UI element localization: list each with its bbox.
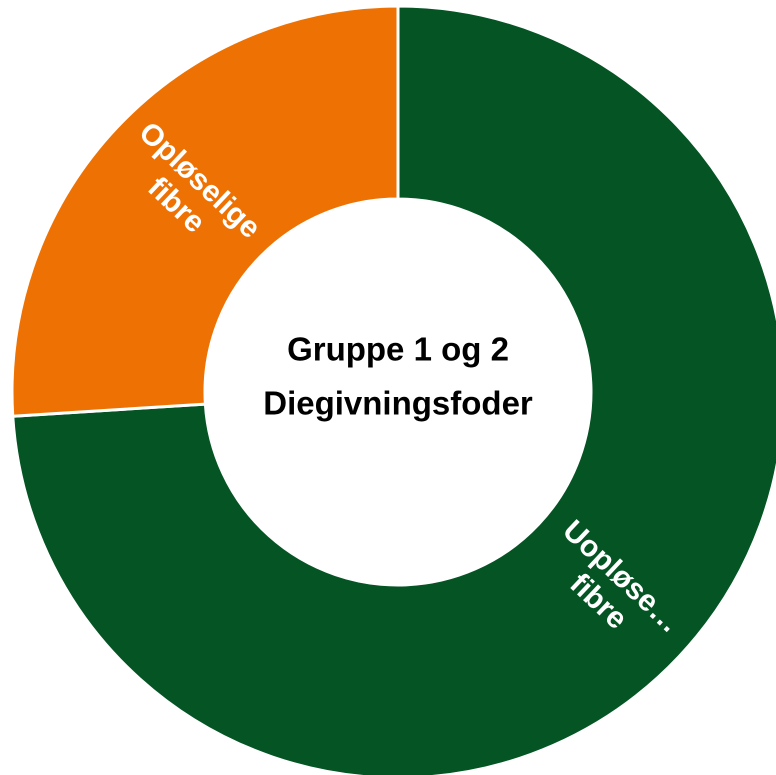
chart-subtitle: Diegivningsfoder [263, 385, 533, 422]
pie-segment [11, 4, 776, 775]
pie-segment [10, 4, 400, 418]
chart-title: Gruppe 1 og 2 [287, 331, 509, 368]
